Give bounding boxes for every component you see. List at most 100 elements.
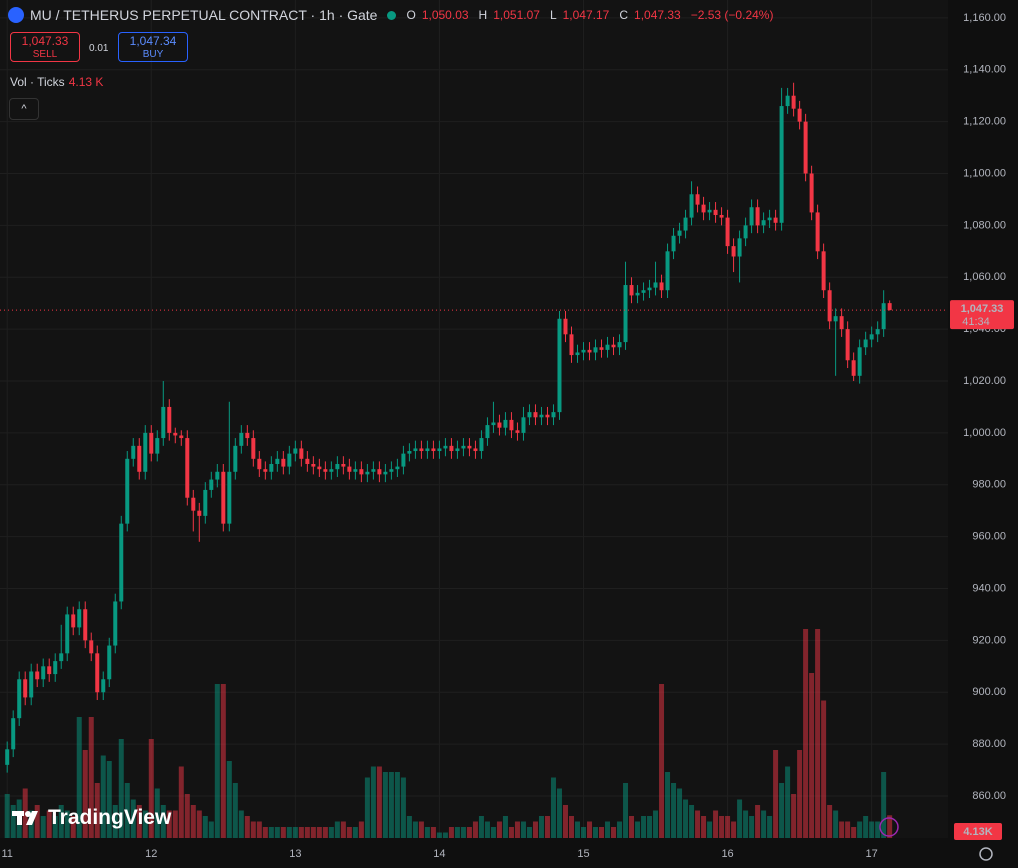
y-tick-label: 1,140.00 [963,64,1006,76]
volume-bar [388,772,394,838]
candle-body [461,445,466,449]
candle-body [89,640,94,654]
candle-body [305,458,310,464]
price-tag-price: 1,047.33 [961,303,1004,315]
y-tick-label: 1,080.00 [963,219,1006,231]
volume-bar [226,761,232,838]
candle-body [563,318,568,335]
candle-body [467,445,472,449]
volume-bar [586,821,592,838]
candle-body [539,414,544,418]
volume-bar [593,827,599,838]
volume-bar [809,673,815,838]
candle-body [65,614,70,654]
candle-body [227,471,232,524]
volume-bar [647,816,653,838]
candle-body [857,347,862,376]
volume-bar [40,816,46,838]
candle-body [203,489,208,516]
volume-bar [214,684,220,838]
candle-body [419,448,424,452]
candle-body [653,282,658,288]
volume-bar [394,772,400,838]
candle-body [677,230,682,236]
candle-body [659,282,664,291]
logo-text: TradingView [48,806,172,829]
candle-body [593,347,598,353]
candle-body [137,445,142,472]
volume-bar [683,799,689,838]
candle-body [425,448,430,452]
y-tick-label: 980.00 [972,479,1006,491]
candle-body [605,344,610,350]
candle-body [113,601,118,646]
candle-body [29,671,34,698]
volume-bar [106,761,112,838]
volume-bar [100,755,106,838]
y-tick-label: 1,020.00 [963,375,1006,387]
volume-bar [484,821,490,838]
volume-bar [665,772,671,838]
volume-bar [857,821,863,838]
volume-bar [310,827,316,838]
volume-bar [623,783,629,838]
volume-bar [550,777,556,838]
volume-bar [653,810,659,838]
candle-body [557,318,562,413]
candle-body [815,212,820,252]
volume-bar [599,827,605,838]
volume-bar [671,783,677,838]
candle-body [725,217,730,247]
buy-label: BUY [142,49,164,60]
sell-button[interactable]: 1,047.33 SELL [10,32,80,62]
volume-bar [562,805,568,838]
volume-bar [659,684,665,838]
collapse-button[interactable]: ^ [9,98,39,120]
volume-bar [526,827,532,838]
volume-bar [142,810,148,838]
candle-body [485,425,490,439]
volume-bar [869,821,875,838]
candle-body [719,215,724,218]
candle-body [167,406,172,433]
volume-bar [881,772,887,838]
volume-bar [130,799,136,838]
candle-body [17,679,22,719]
candle-body [287,453,292,467]
candle-body [23,679,28,698]
volume-bar [70,816,76,838]
volume-bar [478,816,484,838]
candle-body [95,653,100,693]
volume-bar [232,783,238,838]
candle-body [269,463,274,472]
x-tick-label: 16 [721,848,733,860]
candle-body [683,217,688,231]
volume-bar [202,816,208,838]
candle-body [233,445,238,472]
volume-bar [851,827,857,838]
candle-body [839,316,844,330]
candle-body [809,173,814,213]
volume-bar [556,788,562,838]
candle-body [797,108,802,122]
candle-body [665,251,670,291]
candle-body [851,360,856,376]
volume-bar [773,750,779,838]
candle-body [869,334,874,340]
candle-body [569,334,574,356]
volume-bar [815,629,821,838]
candle-body [611,344,616,348]
candle-body [197,510,202,516]
candle-body [383,471,388,475]
buy-button[interactable]: 1,047.34 BUY [118,32,188,62]
symbol[interactable]: MU / TETHERUS PERPETUAL CONTRACT · 1h · … [30,7,378,23]
volume-bar [76,717,82,838]
candle-body [173,432,178,436]
candle-body [773,217,778,223]
candle-body [527,412,532,418]
volume-bar [641,816,647,838]
volume-bar [466,827,472,838]
candle-body [143,432,148,472]
candle-body [389,469,394,472]
